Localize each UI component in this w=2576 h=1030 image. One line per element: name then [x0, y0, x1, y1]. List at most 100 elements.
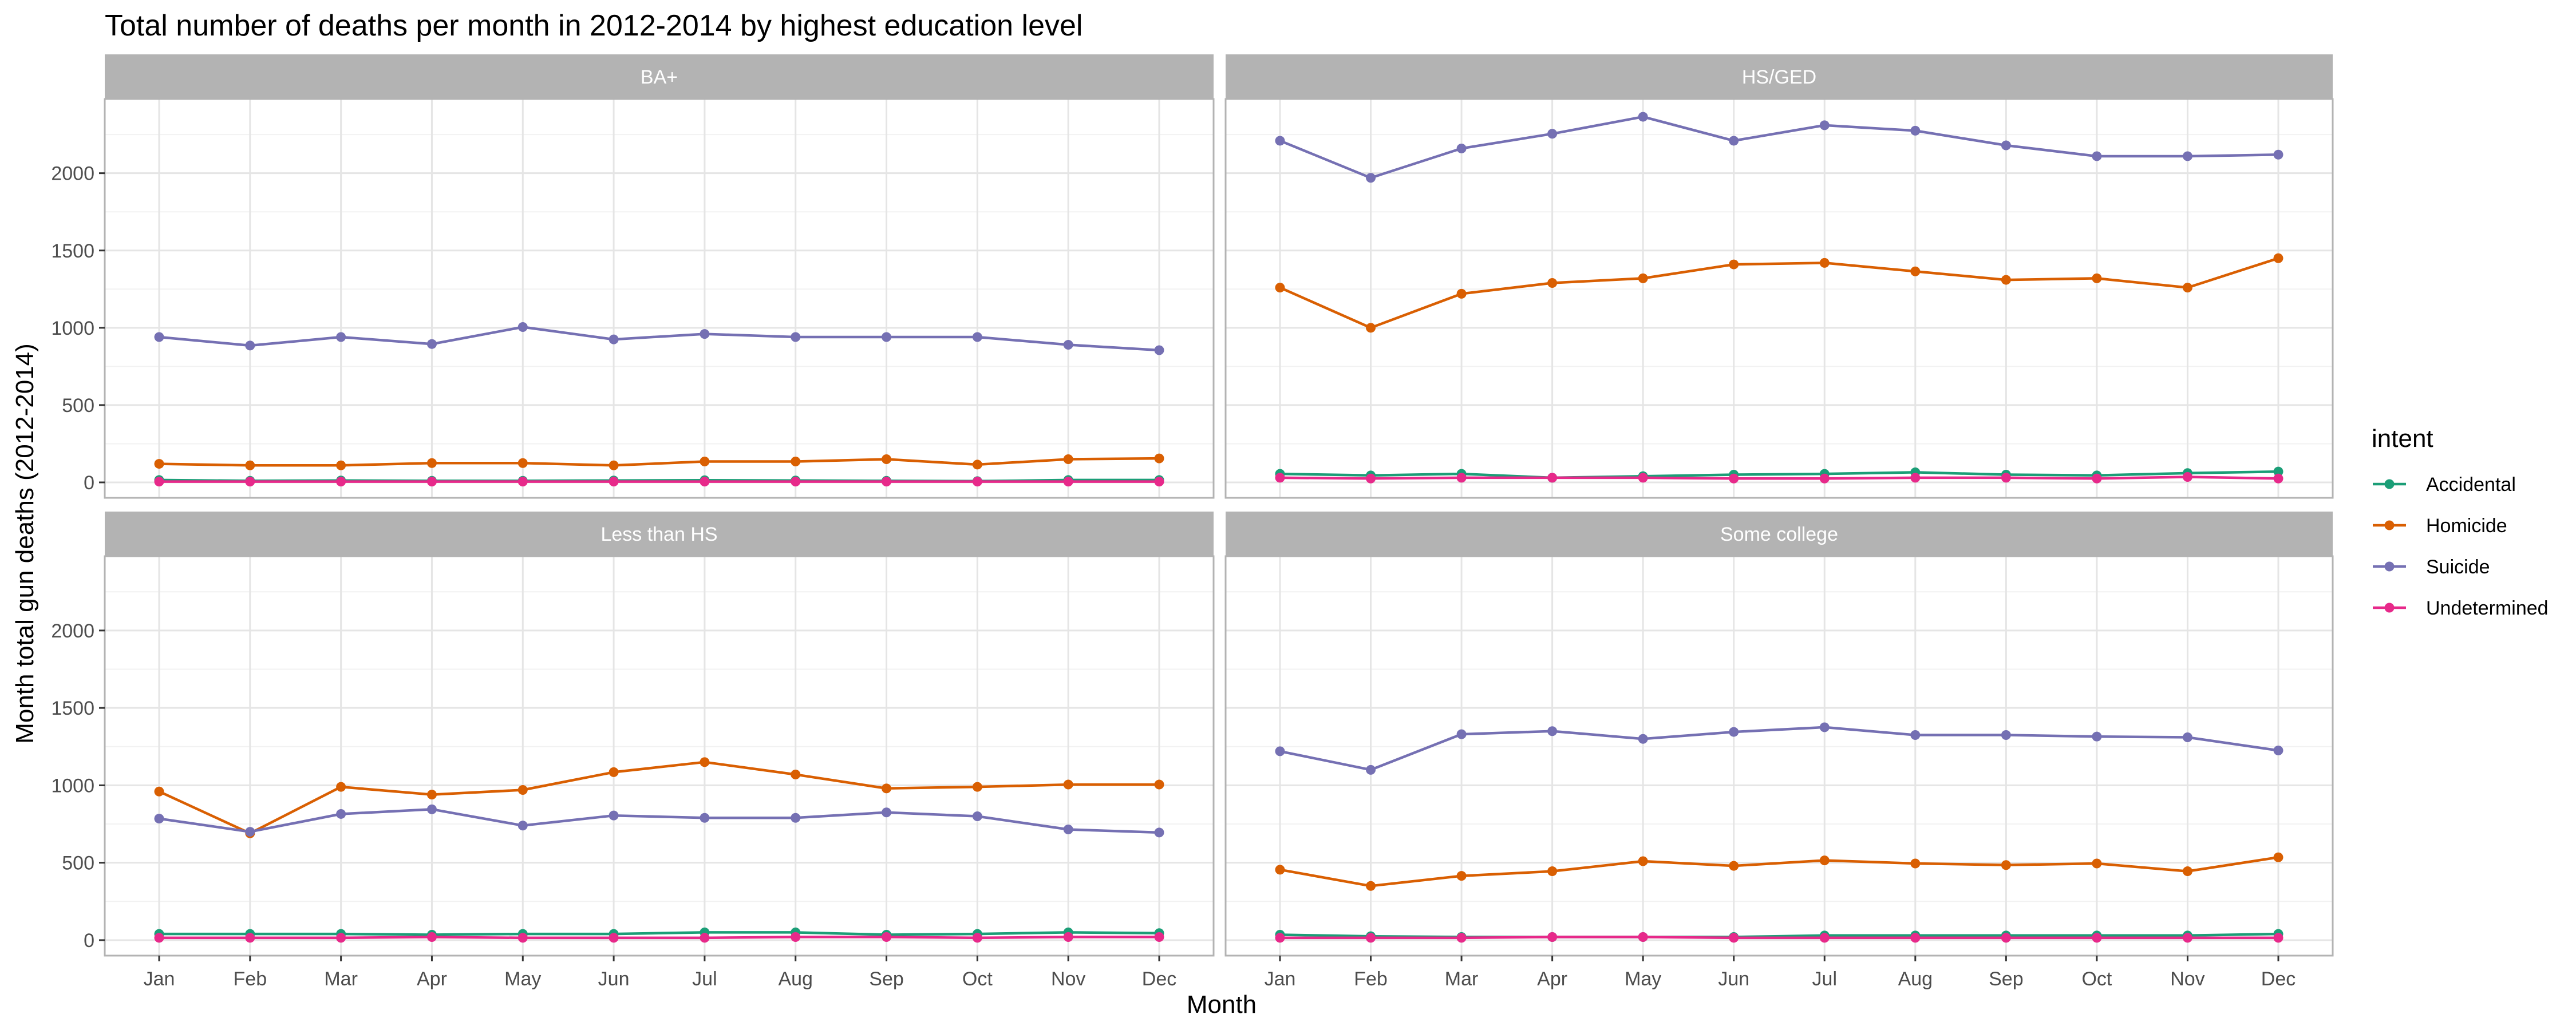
data-point-homicide [1638, 273, 1648, 283]
data-point-suicide [1910, 730, 1921, 740]
data-point-homicide [1819, 258, 1830, 268]
data-point-undetermined [336, 477, 346, 487]
series-line-homicide [1279, 855, 2279, 888]
series-line-suicide [159, 326, 1160, 352]
x-tick-label: Feb [234, 968, 267, 990]
data-point-suicide [1729, 727, 1739, 737]
data-point-undetermined [2182, 933, 2192, 943]
data-point-undetermined [517, 477, 528, 487]
data-point-undetermined [1729, 933, 1739, 943]
data-point-homicide [336, 782, 346, 792]
data-point-undetermined [1547, 473, 1558, 483]
data-point-homicide [2182, 283, 2192, 293]
data-point-homicide [1366, 323, 1376, 333]
data-point-suicide [1366, 764, 1376, 775]
data-point-suicide [517, 322, 528, 332]
data-point-homicide [791, 769, 801, 779]
data-point-suicide [2001, 730, 2011, 740]
series-line-accidental [1279, 470, 2279, 480]
data-point-suicide [1063, 825, 1073, 835]
data-point-homicide [1729, 861, 1739, 871]
legend-key-point [2384, 561, 2395, 572]
data-point-suicide [426, 804, 437, 814]
data-point-suicide [1547, 129, 1558, 139]
data-point-undetermined [1638, 473, 1648, 483]
plot-background [1226, 556, 2333, 956]
y-tick-label: 500 [62, 853, 94, 874]
x-tick-label: Jun [598, 968, 630, 990]
data-point-undetermined [154, 933, 164, 943]
data-point-undetermined [1910, 933, 1921, 943]
x-tick-label: Oct [2081, 968, 2112, 990]
data-point-suicide [1154, 827, 1164, 838]
panel-some-college: Some college Jan Feb Mar Apr May Jun Jul Aug Sep O… [1224, 512, 2334, 990]
data-point-undetermined [791, 477, 801, 487]
y-tick-label: 2000 [51, 163, 94, 185]
chart-title: Total number of deaths per month in 2012… [105, 9, 1082, 42]
data-point-homicide [1547, 866, 1558, 877]
facet-strip [1226, 512, 2333, 556]
data-point-undetermined [2092, 473, 2102, 484]
y-tick-label: 500 [62, 395, 94, 417]
legend: intent Accidental Homicide Suicide Undeterm… [2372, 425, 2549, 619]
legend-item-accidental: Accidental [2373, 474, 2516, 496]
x-tick-label: Dec [1142, 968, 1176, 990]
legend-key-point [2384, 603, 2395, 613]
series-line-homicide [159, 760, 1159, 835]
data-point-undetermined [2273, 473, 2283, 484]
data-point-homicide [1275, 283, 1285, 293]
data-point-homicide [1456, 871, 1467, 881]
data-point-undetermined [1154, 932, 1164, 942]
data-point-undetermined [1366, 933, 1376, 943]
y-tick-label: 1500 [51, 240, 94, 262]
data-point-undetermined [882, 477, 892, 487]
data-point-undetermined [1456, 933, 1467, 943]
data-point-undetermined [154, 477, 164, 487]
x-tick-label: Sep [1989, 968, 2024, 990]
data-point-homicide [1729, 259, 1739, 270]
facet-strip-label: BA+ [641, 66, 678, 88]
x-tick-label: Jul [692, 968, 717, 990]
data-point-suicide [2182, 732, 2192, 743]
x-tick-label: Dec [2261, 968, 2296, 990]
legend-item-suicide: Suicide [2373, 556, 2490, 578]
x-tick-label: Mar [1445, 968, 1479, 990]
data-point-suicide [700, 813, 710, 823]
data-point-homicide [700, 457, 710, 467]
data-point-undetermined [245, 933, 255, 943]
data-point-suicide [1729, 136, 1739, 146]
facet-strip [105, 54, 1214, 99]
data-point-suicide [1638, 112, 1648, 122]
data-point-undetermined [972, 477, 982, 487]
data-point-undetermined [609, 933, 619, 943]
legend-item-homicide: Homicide [2373, 515, 2507, 537]
data-point-homicide [882, 783, 892, 794]
data-point-homicide [1154, 453, 1164, 464]
x-tick-label: Nov [2170, 968, 2204, 990]
data-point-homicide [1063, 779, 1073, 790]
series-line-accidental [159, 931, 1160, 936]
data-point-suicide [1063, 340, 1073, 350]
y-tick-label: 0 [84, 472, 94, 494]
series-line-homicide [1279, 257, 2279, 330]
series-line-suicide [1279, 726, 2279, 771]
x-tick-label: Jun [1718, 968, 1749, 990]
plot-background [105, 556, 1214, 956]
data-point-suicide [972, 811, 982, 822]
data-point-suicide [609, 334, 619, 344]
data-point-homicide [1456, 288, 1467, 299]
data-point-homicide [1154, 779, 1164, 790]
data-point-suicide [154, 332, 164, 342]
data-point-homicide [1910, 266, 1921, 276]
data-point-homicide [517, 458, 528, 468]
data-point-suicide [2273, 746, 2283, 756]
y-tick-label: 1500 [51, 698, 94, 719]
data-point-undetermined [2092, 933, 2102, 943]
data-point-homicide [609, 767, 619, 777]
data-point-suicide [245, 340, 255, 351]
legend-label: Accidental [2426, 474, 2516, 496]
data-point-homicide [882, 454, 892, 464]
data-point-suicide [2182, 151, 2192, 161]
data-point-suicide [609, 810, 619, 821]
